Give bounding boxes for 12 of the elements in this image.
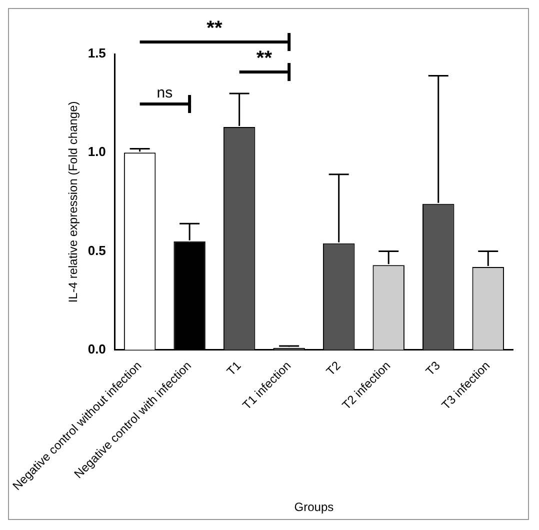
y-tick-label: 0.0 (88, 341, 106, 356)
annotation: ns (156, 84, 173, 102)
y-tick-label: 1.5 (88, 46, 106, 61)
x-tick-label: T3 (423, 358, 444, 378)
y-tick-label: 1.0 (88, 144, 106, 160)
x-tick-label: T1 (224, 358, 244, 378)
annotation: ** (256, 48, 272, 70)
x-axis-title: Groups (294, 500, 334, 514)
text: ** (206, 18, 222, 40)
y-axis-title: IL-4 relative expression (Fold change) (66, 101, 80, 303)
x-tick-label: T2 (323, 358, 344, 378)
y-tick-label: 0.5 (88, 242, 106, 258)
